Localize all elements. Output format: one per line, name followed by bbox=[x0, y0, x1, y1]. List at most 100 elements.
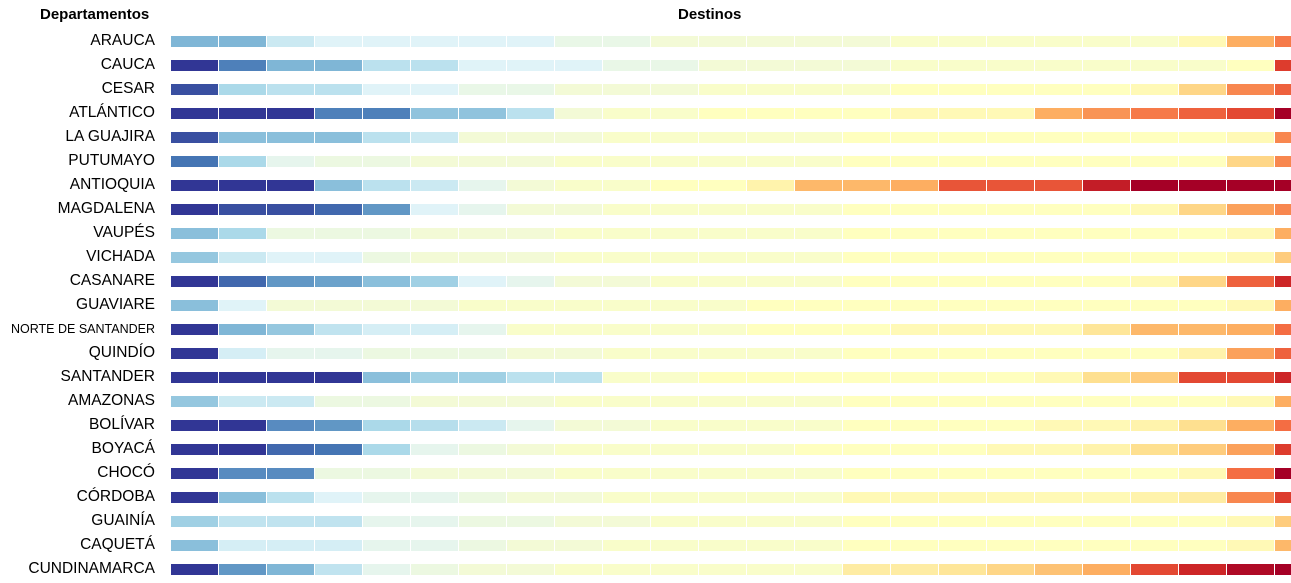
row-label: CAQUETÁ bbox=[80, 536, 155, 553]
heatmap-cell bbox=[939, 156, 986, 167]
heatmap-cell bbox=[219, 444, 266, 455]
heatmap-cell bbox=[1179, 204, 1226, 215]
heatmap-cell bbox=[939, 276, 986, 287]
heatmap-cell bbox=[1227, 372, 1274, 383]
row-label: AMAZONAS bbox=[68, 392, 155, 409]
heatmap-cell bbox=[891, 180, 938, 191]
heatmap-cell bbox=[891, 564, 938, 575]
heatmap-cell bbox=[795, 564, 842, 575]
heatmap-cell bbox=[1131, 108, 1178, 119]
heatmap-cell bbox=[507, 468, 554, 479]
heatmap-cell bbox=[1179, 540, 1226, 551]
heatmap-cell bbox=[411, 468, 458, 479]
heatmap-cell bbox=[891, 300, 938, 311]
heatmap-cell bbox=[1035, 372, 1082, 383]
heatmap-cell bbox=[507, 300, 554, 311]
heatmap-cell bbox=[795, 492, 842, 503]
heatmap-cell bbox=[1035, 132, 1082, 143]
heatmap-cell bbox=[651, 468, 698, 479]
heatmap-cell bbox=[1179, 276, 1226, 287]
heatmap-cell bbox=[171, 36, 218, 47]
heatmap-cell bbox=[1035, 60, 1082, 71]
heatmap-cell bbox=[555, 156, 602, 167]
heatmap-cell bbox=[267, 372, 314, 383]
heatmap-cell bbox=[987, 276, 1034, 287]
heatmap-cell bbox=[315, 420, 362, 431]
heatmap-cell bbox=[411, 36, 458, 47]
heatmap-cell bbox=[363, 204, 410, 215]
heatmap-cell bbox=[411, 420, 458, 431]
heatmap-cell bbox=[411, 324, 458, 335]
heatmap-cell bbox=[987, 516, 1034, 527]
heatmap-cell bbox=[363, 36, 410, 47]
heatmap-cell bbox=[171, 348, 218, 359]
heatmap-cell bbox=[891, 84, 938, 95]
heatmap-cell bbox=[603, 252, 650, 263]
heatmap-cell bbox=[747, 468, 794, 479]
heatmap-cell bbox=[459, 180, 506, 191]
heatmap-cell bbox=[459, 468, 506, 479]
row-label: ANTIOQUIA bbox=[69, 176, 155, 193]
heatmap-cell bbox=[603, 204, 650, 215]
heatmap-cell bbox=[507, 60, 554, 71]
heatmap-cell bbox=[1227, 252, 1274, 263]
heatmap-cell bbox=[795, 516, 842, 527]
heatmap-cell bbox=[363, 84, 410, 95]
heatmap-cell bbox=[699, 540, 746, 551]
heatmap-cell bbox=[411, 396, 458, 407]
row-label: LA GUAJIRA bbox=[65, 128, 155, 145]
heatmap-cell bbox=[939, 348, 986, 359]
heatmap-cell bbox=[747, 84, 794, 95]
heatmap-cell bbox=[891, 444, 938, 455]
heatmap-cell bbox=[1131, 468, 1178, 479]
heatmap-cell bbox=[1275, 372, 1291, 383]
heatmap-cell bbox=[267, 396, 314, 407]
heatmap-cell bbox=[747, 300, 794, 311]
heatmap-cell bbox=[1275, 396, 1291, 407]
heatmap-cell bbox=[987, 492, 1034, 503]
heatmap-cell bbox=[1035, 36, 1082, 47]
heatmap-cell bbox=[1227, 156, 1274, 167]
heatmap-cell bbox=[651, 228, 698, 239]
heatmap-cell bbox=[747, 36, 794, 47]
heatmap-cell bbox=[1131, 276, 1178, 287]
heatmap-cell bbox=[1179, 60, 1226, 71]
heatmap-cell bbox=[1083, 84, 1130, 95]
heatmap-cell bbox=[603, 564, 650, 575]
heatmap-cell bbox=[747, 372, 794, 383]
heatmap-cell bbox=[315, 252, 362, 263]
heatmap-cell bbox=[939, 564, 986, 575]
heatmap-cell bbox=[219, 564, 266, 575]
heatmap-cell bbox=[1275, 300, 1291, 311]
heatmap-cell bbox=[987, 300, 1034, 311]
heatmap-cell bbox=[603, 324, 650, 335]
row-label: CESAR bbox=[101, 80, 155, 97]
heatmap-cell bbox=[939, 108, 986, 119]
row-label: VAUPÉS bbox=[93, 224, 155, 241]
heatmap-cell bbox=[651, 36, 698, 47]
heatmap-cell bbox=[987, 444, 1034, 455]
heatmap-cell bbox=[267, 444, 314, 455]
heatmap-cell bbox=[1131, 300, 1178, 311]
heatmap-cell bbox=[843, 444, 890, 455]
heatmap-cell bbox=[1083, 444, 1130, 455]
heatmap-cell bbox=[459, 492, 506, 503]
heatmap-cell bbox=[1035, 276, 1082, 287]
heatmap-cell bbox=[219, 372, 266, 383]
heatmap-cell bbox=[699, 156, 746, 167]
heatmap-cell bbox=[1035, 228, 1082, 239]
heatmap-cell bbox=[603, 468, 650, 479]
heatmap-cell bbox=[1275, 60, 1291, 71]
heatmap-cell bbox=[555, 396, 602, 407]
heatmap-cell bbox=[219, 324, 266, 335]
heatmap-cell bbox=[795, 420, 842, 431]
heatmap-cell bbox=[1083, 516, 1130, 527]
heatmap-cell bbox=[171, 252, 218, 263]
heatmap-cell bbox=[1179, 228, 1226, 239]
row-label: CAUCA bbox=[100, 56, 155, 73]
heatmap-cell bbox=[171, 84, 218, 95]
heatmap-cell bbox=[171, 156, 218, 167]
columns-axis-title: Destinos bbox=[678, 6, 742, 23]
heatmap-cell bbox=[363, 228, 410, 239]
heatmap-cell bbox=[1227, 228, 1274, 239]
